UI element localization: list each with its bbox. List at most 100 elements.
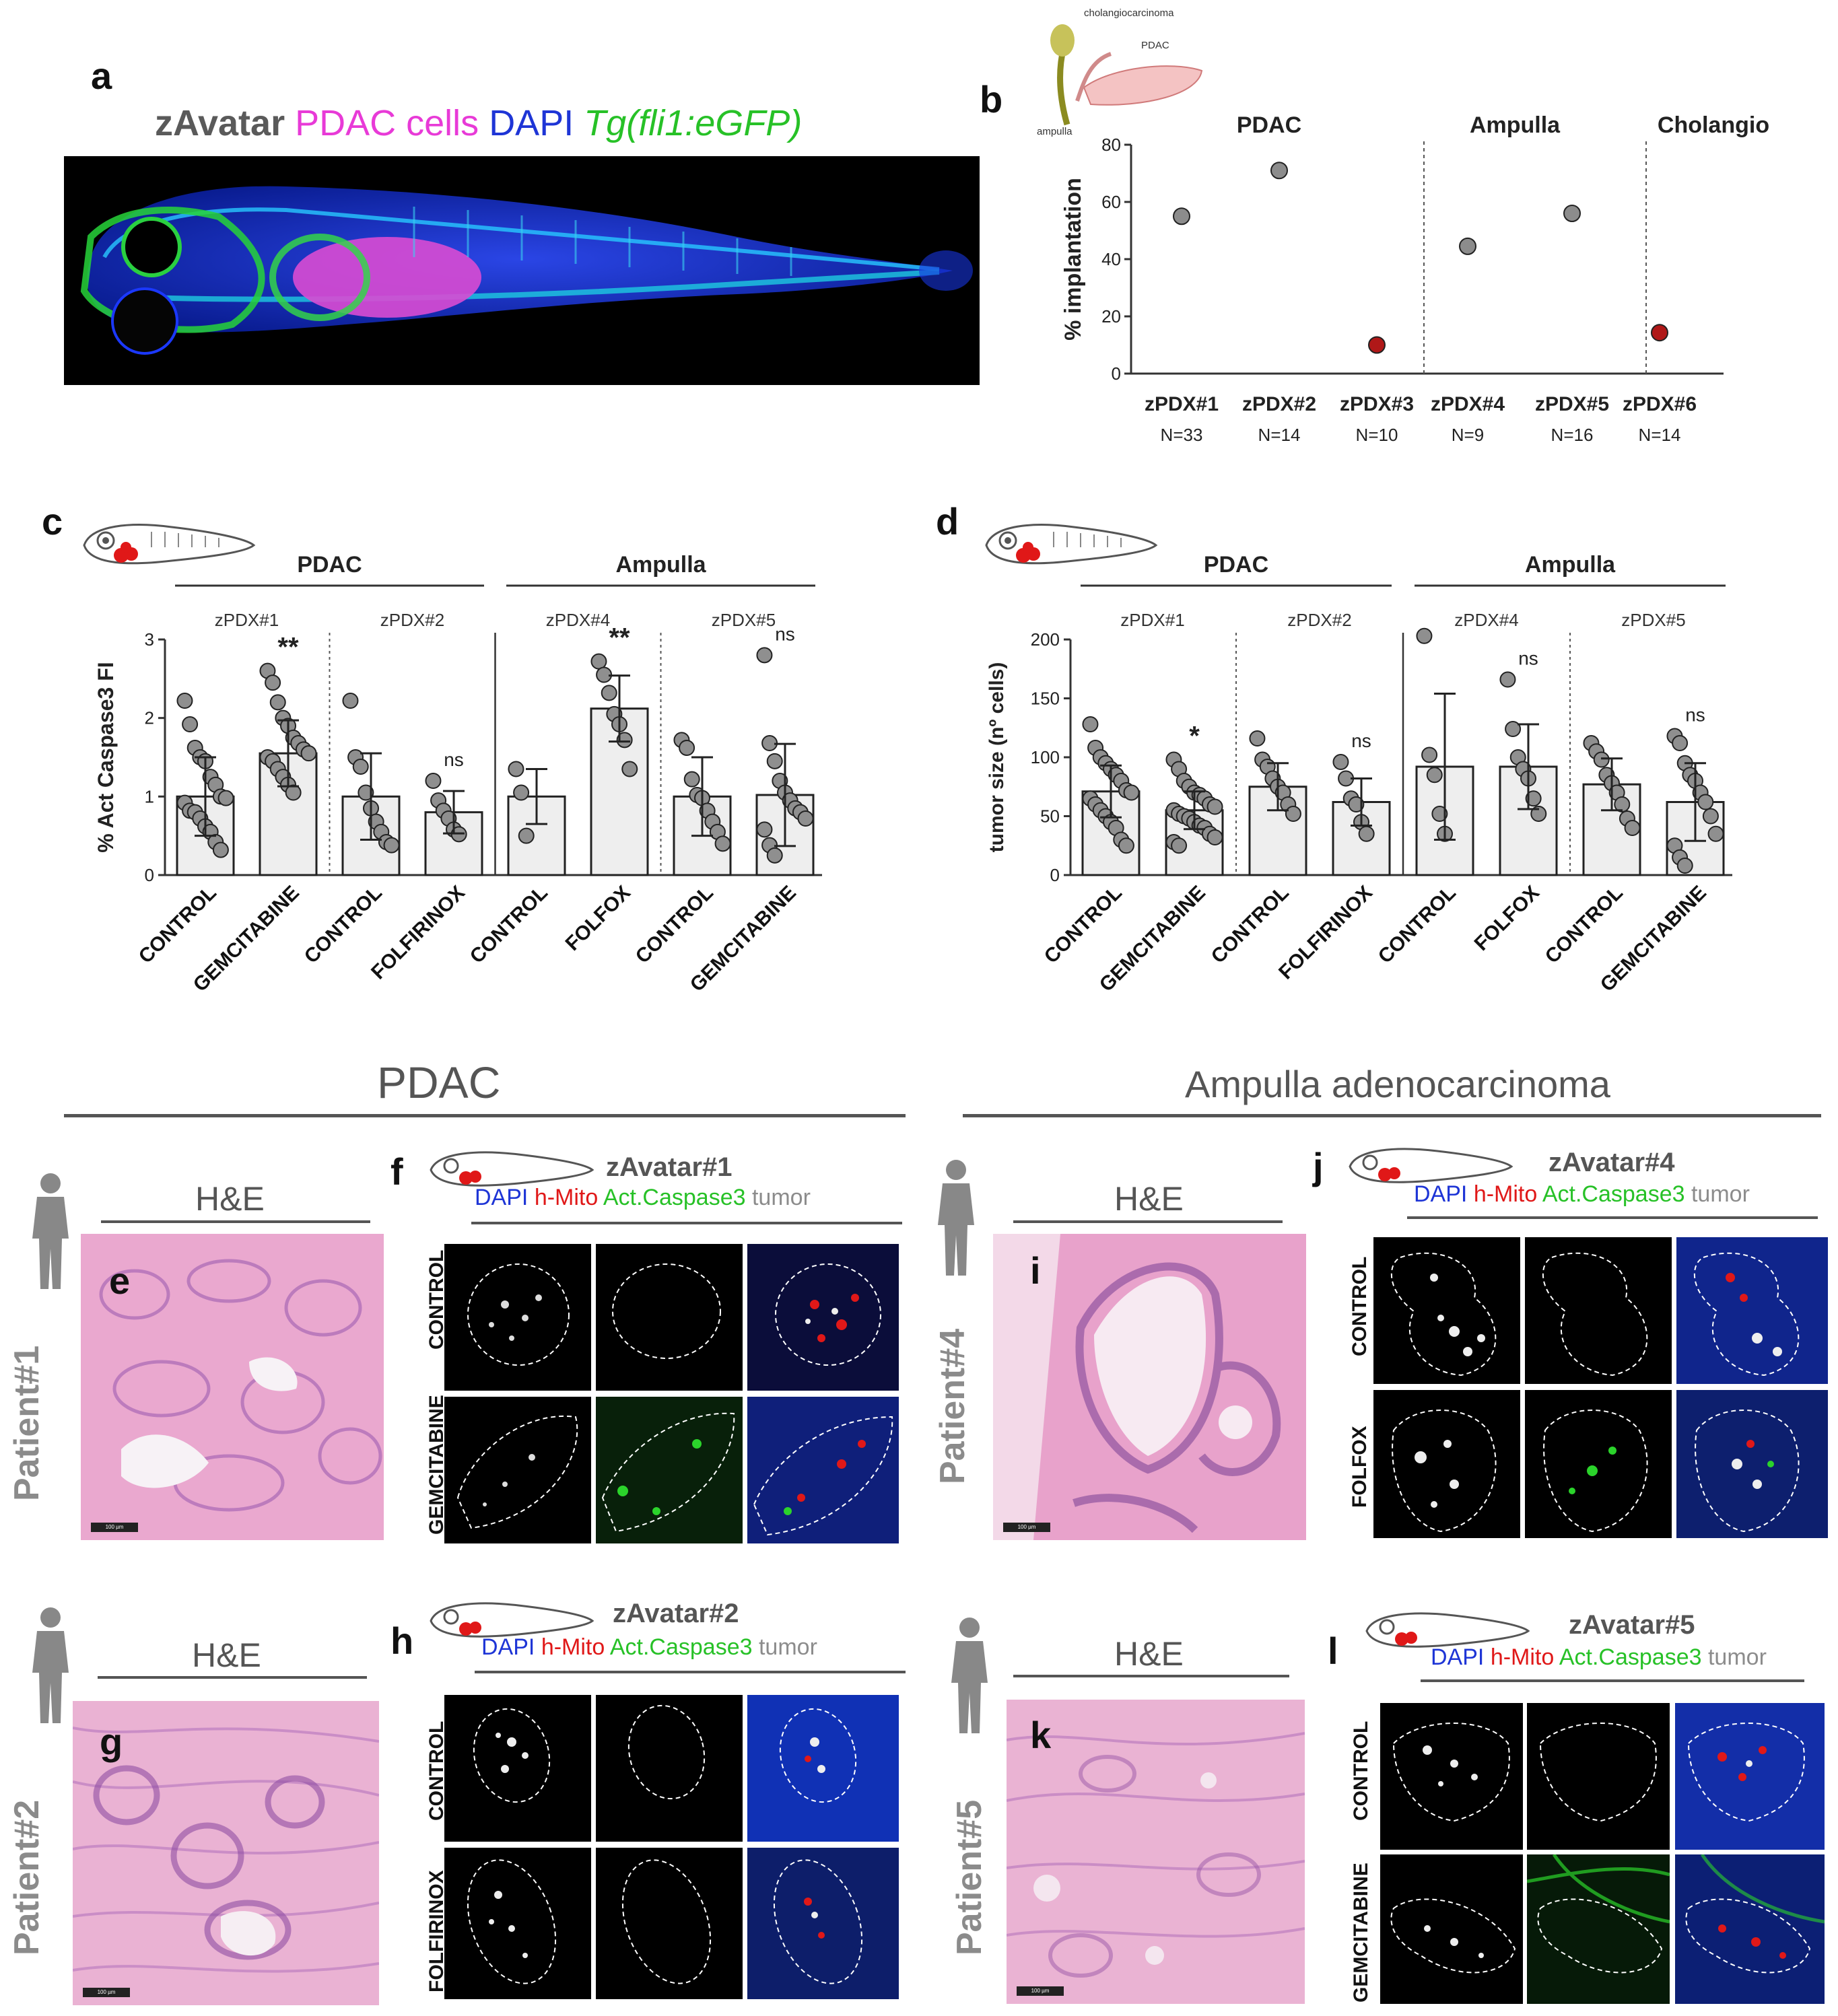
n-label: N=14 — [1258, 425, 1301, 445]
data-point — [590, 653, 607, 670]
micro-l-r2c3 — [1675, 1854, 1825, 2004]
data-point — [358, 784, 374, 801]
legend-divider-h — [475, 1671, 906, 1673]
data-point — [300, 745, 317, 762]
significance-label: ** — [609, 623, 630, 653]
data-point — [1332, 754, 1349, 770]
data-point — [212, 841, 229, 858]
he-divider-i — [1013, 1220, 1283, 1223]
significance-label: ** — [277, 633, 299, 662]
y-tick-label: 60 — [1101, 192, 1121, 212]
data-point — [1171, 837, 1188, 854]
scale-bar: 100 µm — [83, 1988, 130, 1997]
zebrafish-schematic-icon — [1365, 1612, 1530, 1648]
micro-h-r2c3 — [747, 1848, 899, 1999]
data-point — [1702, 808, 1719, 825]
panel-label-b: b — [980, 78, 1003, 120]
x-tick-label: FOLFOX — [561, 882, 635, 955]
x-tick-label: zPDX#1 — [1145, 393, 1219, 415]
panel-label-k: k — [1030, 1714, 1052, 1756]
data-point — [1270, 162, 1288, 180]
data-point — [756, 647, 773, 664]
data-point — [621, 761, 638, 777]
group-label: Cholangio — [1658, 112, 1769, 138]
he-image-patient5: 100 µm — [1007, 1700, 1305, 2004]
patient-label-1: Patient#1 — [7, 1345, 46, 1501]
y-tick-label: 20 — [1101, 306, 1121, 326]
y-axis-label: % Act Caspase3 FI — [94, 662, 118, 852]
x-tick-label: CONTROL — [466, 882, 552, 968]
x-tick-label: CONTROL — [1374, 882, 1460, 968]
data-point — [518, 827, 535, 844]
y-axis-label: tumor size (nº cells) — [986, 662, 1008, 853]
he-image-patient2: 100 µm — [73, 1701, 379, 2005]
subgroup-label: zPDX#1 — [1120, 610, 1184, 630]
micro-l-r1c3 — [1675, 1703, 1825, 1850]
chart-b-implantation: 0 20 40 60 80 % implantation PDAC Ampulla Cholan… — [1060, 112, 1769, 445]
data-point — [766, 753, 783, 769]
data-point — [1697, 794, 1714, 810]
subgroup-label: zPDX#2 — [1287, 610, 1351, 630]
micro-l-r2c1 — [1380, 1854, 1523, 2004]
panel-label-g: g — [100, 1720, 123, 1763]
data-point — [714, 835, 731, 852]
chart-c-caspase: PDAC Ampulla zPDX#1 zPDX#2 zPDX#4 zPDX#5 0 1 2 3%… — [94, 552, 822, 996]
he-label-e: H&E — [195, 1180, 265, 1218]
x-tick-label: zPDX#2 — [1242, 393, 1316, 415]
x-tick-label: zPDX#4 — [1431, 393, 1505, 415]
micro-h-r1c3 — [747, 1695, 899, 1842]
group-label: PDAC — [1204, 552, 1268, 578]
data-point — [683, 771, 700, 788]
significance-label: ns — [1518, 648, 1538, 669]
micro-f-r2c1 — [444, 1397, 591, 1543]
n-label: N=16 — [1551, 425, 1594, 445]
title-pdac-cells: PDAC cells — [295, 103, 479, 143]
data-point — [1431, 806, 1448, 822]
data-point — [217, 790, 234, 806]
micro-f-r2c2 — [596, 1397, 743, 1543]
data-point — [1426, 767, 1443, 784]
y-tick-label: 0 — [1050, 865, 1060, 885]
y-tick-label: 200 — [1031, 629, 1060, 650]
data-point — [766, 847, 783, 864]
zavatar-label-4: zAvatar#4 — [1548, 1148, 1675, 1177]
micro-j-r2c1 — [1373, 1390, 1520, 1538]
zebrafish-drawing — [80, 186, 973, 355]
data-point — [1672, 735, 1689, 751]
group-label: PDAC — [1237, 112, 1301, 138]
legend-hmito: h-Mito — [1473, 1181, 1538, 1207]
legend-tumor: tumor — [1691, 1181, 1750, 1207]
section-title-pdac: PDAC — [377, 1057, 501, 1107]
data-point — [1358, 825, 1375, 842]
x-tick-label: CONTROL — [1040, 882, 1126, 968]
subgroup-label: zPDX#1 — [215, 610, 279, 630]
x-tick-label: zPDX#3 — [1340, 393, 1414, 415]
zavatar-label-2: zAvatar#2 — [613, 1599, 739, 1628]
scale-bar: 100 µm — [1017, 1986, 1064, 1996]
micro-l-r2c2 — [1527, 1854, 1670, 2004]
micro-f-r1c3 — [747, 1244, 899, 1391]
data-point — [182, 716, 199, 732]
significance-label: ns — [444, 749, 464, 770]
legend-caspase: Act.Caspase3 — [1559, 1644, 1702, 1670]
data-point — [1118, 837, 1134, 854]
row-label-l-treat: GEMCITABINE — [1350, 1863, 1372, 2003]
group-label: Ampulla — [615, 552, 706, 578]
panel-label-d: d — [936, 500, 959, 543]
zavatar-label-5: zAvatar#5 — [1569, 1610, 1695, 1640]
zebrafish-schematic-icon — [83, 524, 256, 565]
y-tick-label: 0 — [1112, 363, 1121, 384]
data-point — [1206, 829, 1223, 845]
he-image-patient1: 100 µm — [81, 1234, 384, 1540]
micro-f-r1c1 — [444, 1244, 591, 1391]
inset-label-cholangio: cholangiocarcinoma — [1084, 7, 1174, 19]
data-point — [352, 759, 369, 775]
x-tick-label: zPDX#5 — [1535, 393, 1609, 415]
data-point — [265, 674, 281, 691]
zebrafish-schematic-icon — [430, 1602, 594, 1638]
he-label-g: H&E — [192, 1636, 261, 1674]
data-point — [1614, 796, 1631, 812]
he-texture — [99, 1259, 382, 1512]
data-point — [1459, 237, 1476, 255]
chart-d-tumor-size: PDAC Ampulla zPDX#1 zPDX#2 zPDX#4 zPDX#5 0 50 10… — [986, 552, 1732, 996]
